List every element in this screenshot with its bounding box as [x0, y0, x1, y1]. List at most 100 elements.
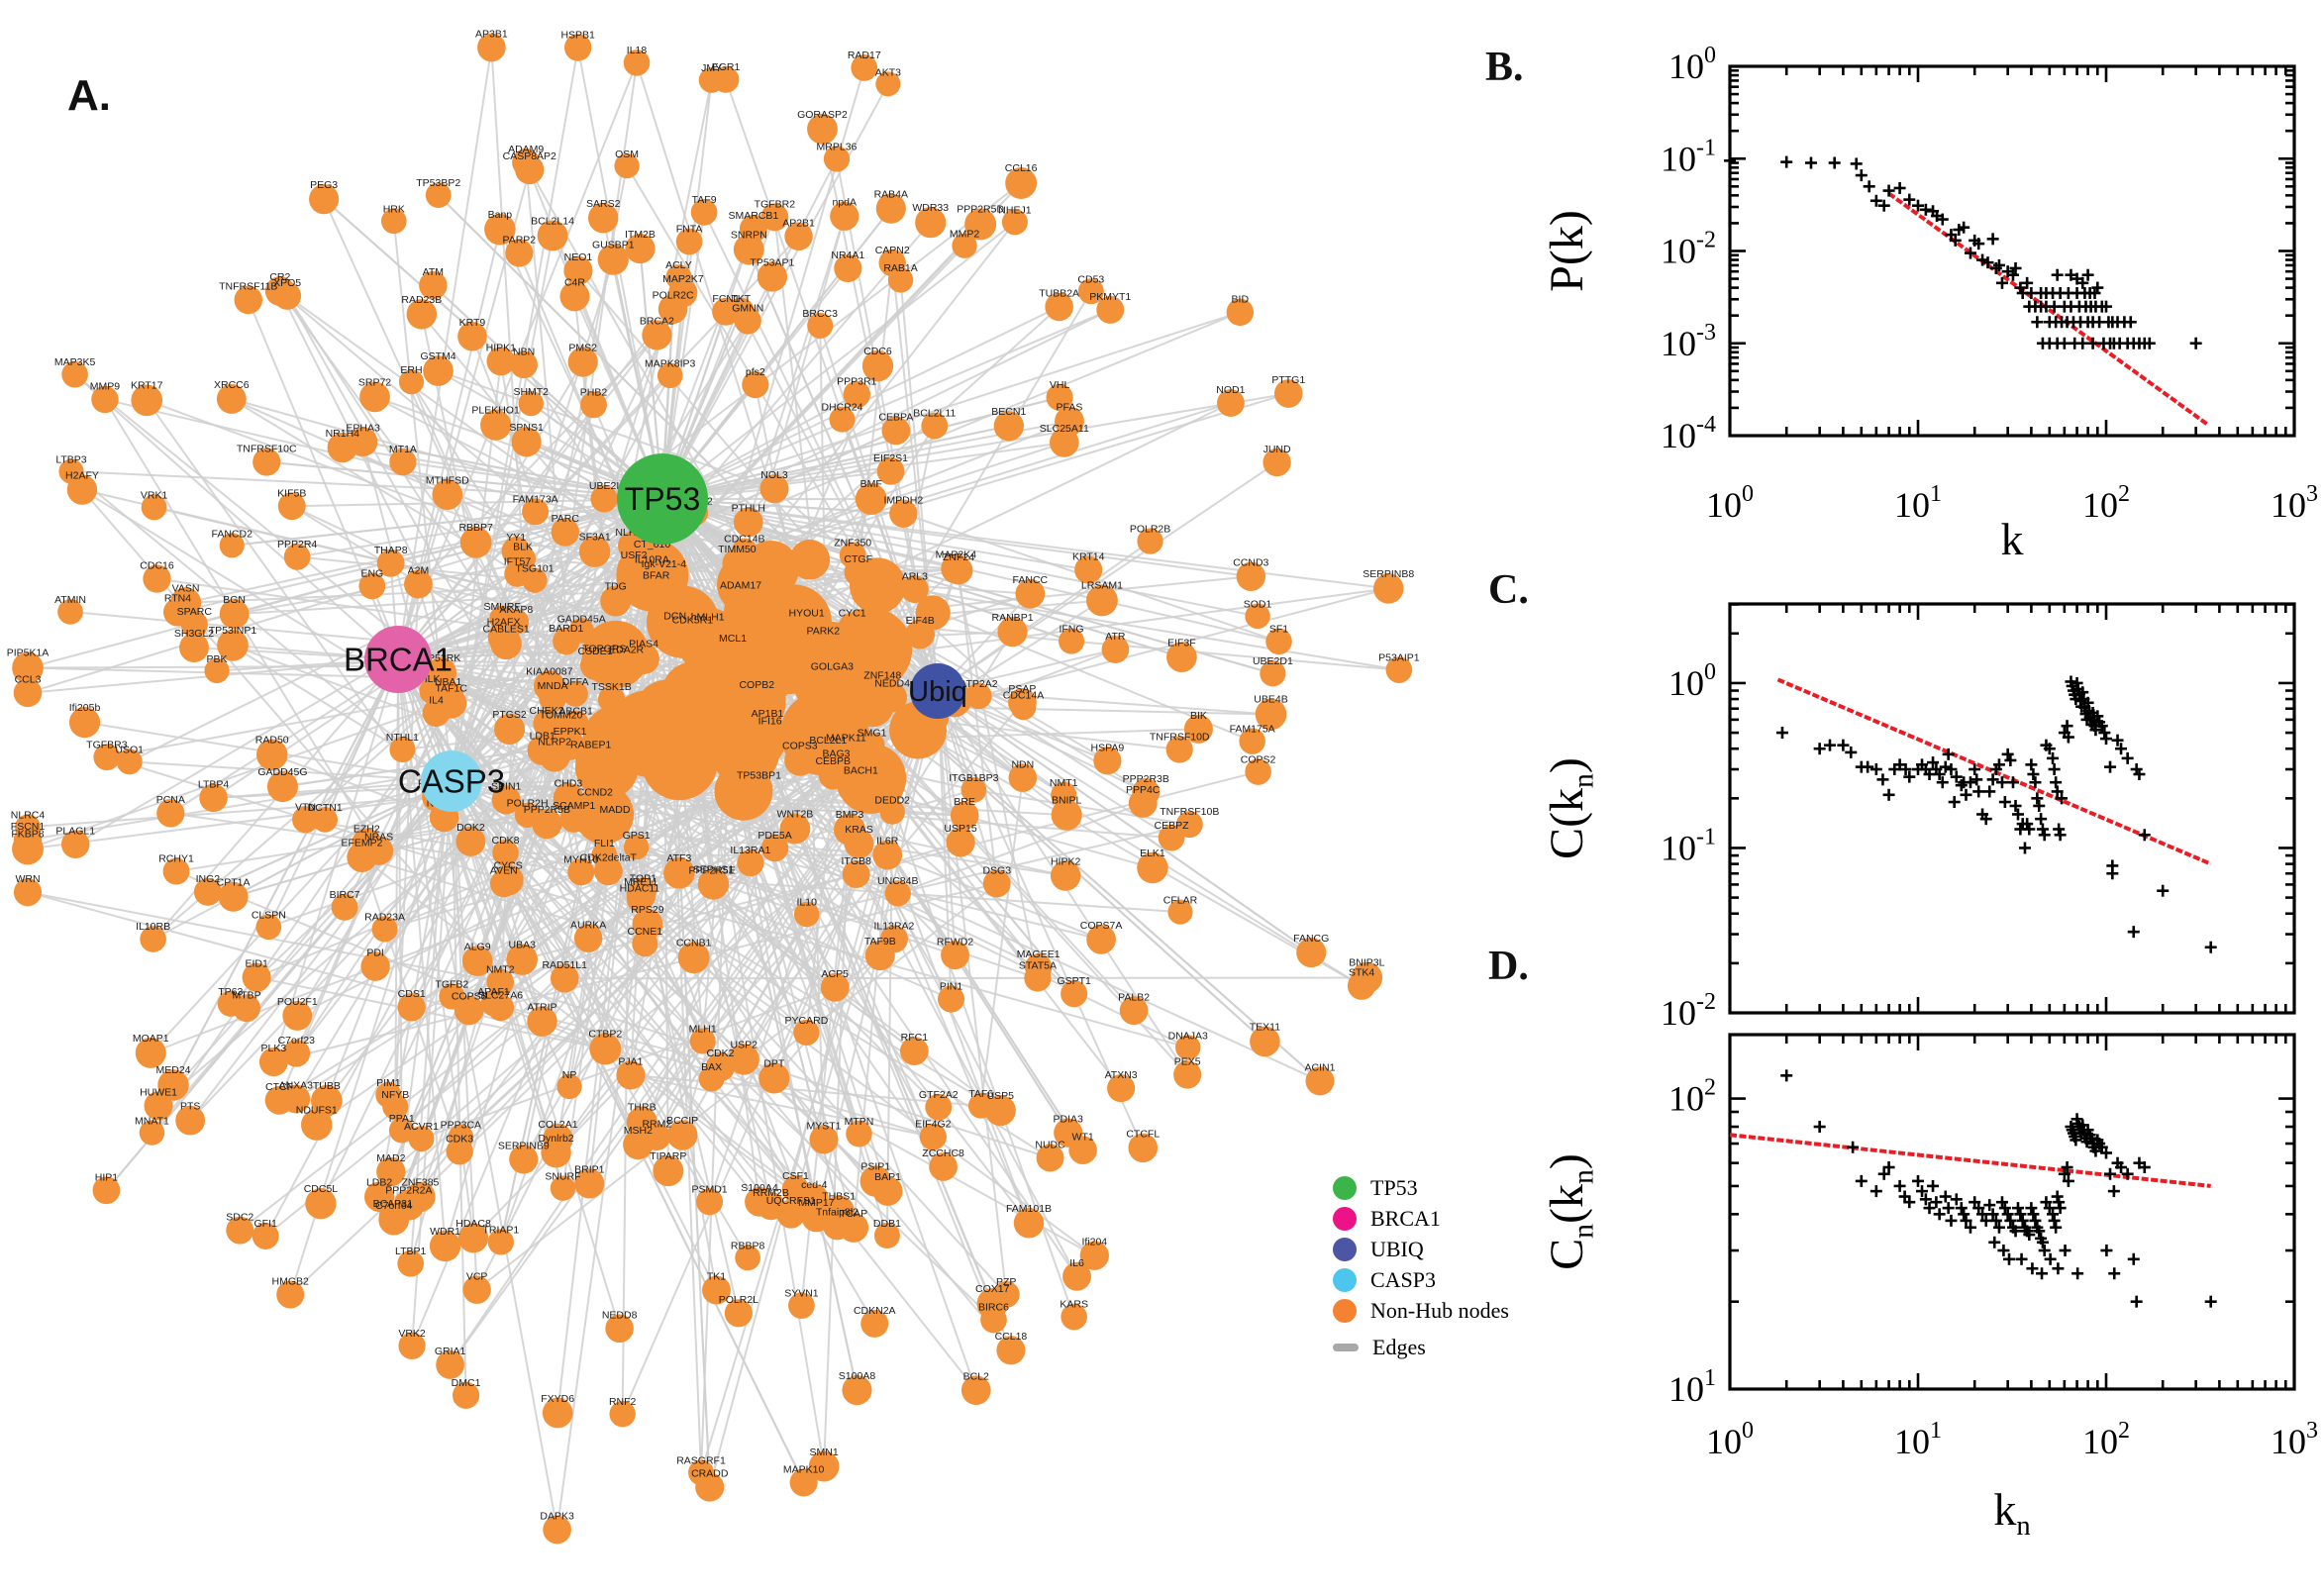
gene-label: CSF1: [782, 1170, 809, 1182]
gene-node: [408, 1126, 435, 1152]
gene-label: WDR33: [912, 202, 949, 214]
gene-label: PJA1: [618, 1055, 643, 1067]
gene-node: [632, 908, 663, 940]
gene-label: CR2: [269, 271, 290, 283]
network-edge: [750, 861, 1030, 1224]
node-swatch-icon: [1333, 1206, 1357, 1231]
gene-node: [179, 633, 209, 662]
gene-node: [781, 1175, 810, 1203]
gene-node: [1216, 389, 1245, 417]
gene-label: CDKN2A: [854, 1305, 896, 1317]
gene-node: [425, 656, 457, 689]
gene-label: SCAMP1: [553, 800, 595, 812]
gene-label: FSCN1: [11, 821, 46, 833]
gene-label: HYOU1: [788, 607, 824, 619]
gene-node: [255, 739, 288, 771]
gene-node: [492, 840, 519, 866]
gene-label: BRE: [954, 796, 975, 808]
gene-node: [875, 193, 906, 224]
gene-node: [597, 244, 629, 275]
gene-label: SERPINB9: [498, 1140, 550, 1151]
gene-node: [915, 207, 947, 239]
gene-node: [143, 564, 171, 593]
network-edge: [27, 796, 438, 850]
gene-node: [1245, 758, 1271, 785]
gene-node: [550, 963, 579, 993]
gene-label: S100A8: [839, 1370, 876, 1382]
gene-label: POLR2B: [1130, 524, 1170, 536]
gene-node: [13, 678, 43, 708]
gene-node: [1060, 1303, 1087, 1331]
network-edge: [661, 425, 1010, 500]
gene-node: [1262, 448, 1291, 477]
network-edge: [397, 658, 1189, 1048]
legend-item: Non-Hub nodes: [1333, 1295, 1509, 1326]
gene-node: [807, 113, 838, 145]
gene-node: [455, 826, 486, 856]
gene-node: [457, 1223, 489, 1253]
gene-node: [1050, 860, 1081, 891]
gene-label: BCL2: [963, 1370, 989, 1382]
gene-label: CABLES1: [482, 624, 529, 636]
gene-node: [726, 584, 756, 614]
gene-node: [868, 674, 896, 702]
legend-item: BRCA1: [1333, 1203, 1509, 1234]
gene-label: NFYB: [381, 1089, 409, 1101]
legend-item-label: UBIQ: [1370, 1236, 1424, 1261]
gene-node: [744, 683, 770, 711]
gene-node: [996, 1336, 1026, 1365]
gene-label: MMP2: [950, 229, 979, 241]
network-edge: [630, 1073, 934, 1139]
gene-label: UBE2D1: [1253, 655, 1293, 667]
network-legend: TP53 BRCA1 UBIQ CASP3 Non-Hub nodes Edges: [1333, 1172, 1509, 1362]
gene-label: ATXN3: [1105, 1069, 1138, 1081]
network-edge: [897, 802, 1144, 895]
gene-node: [277, 492, 306, 521]
network-edge: [937, 690, 1145, 1148]
gene-label: BCCIP: [666, 1115, 698, 1127]
gene-label: BECN1: [991, 406, 1026, 418]
network-edge: [129, 760, 453, 782]
legend-item: TP53: [1333, 1172, 1509, 1203]
gene-label: AP3B1: [475, 29, 508, 41]
gene-label: ARL3: [902, 570, 928, 582]
network-edge: [232, 498, 663, 547]
gene-label: CEBPZ: [1155, 820, 1190, 832]
gene-node: [698, 1065, 725, 1092]
gene-label: KRAS: [845, 824, 873, 836]
gene-label: KRT14: [1072, 551, 1105, 563]
gene-label: ACVR1: [404, 1121, 439, 1133]
gene-label: EPPK1: [554, 726, 587, 738]
gene-label: SMURF: [483, 601, 520, 613]
gene-node: [605, 1314, 634, 1344]
gene-label: BID: [1232, 294, 1250, 306]
gene-label: NRAS: [364, 832, 393, 844]
gene-label: P53AIP1: [1378, 651, 1420, 663]
gene-node: [758, 1062, 790, 1094]
gene-label: TP63: [218, 986, 243, 998]
gene-node: [233, 994, 260, 1023]
gene-label: EPHA3: [346, 422, 380, 434]
gene-node: [527, 1006, 557, 1037]
gene-node: [522, 498, 550, 526]
gene-label: NDUFS1: [296, 1104, 338, 1116]
gene-label: TP53AP1: [750, 256, 794, 268]
gene-node: [846, 1120, 872, 1147]
network-edge: [152, 780, 453, 941]
tick-label: 101: [1668, 1365, 1716, 1409]
gene-node: [616, 1060, 646, 1090]
gene-node: [1385, 656, 1413, 683]
gene-node: [57, 599, 83, 625]
gene-node: [562, 710, 589, 737]
gene-label: AP2B1: [782, 218, 815, 230]
gene-label: SNURF: [545, 1170, 580, 1182]
nodes-layer: [12, 33, 1413, 1545]
gene-label: TDG: [605, 580, 627, 592]
gene-label: MTPN: [845, 1116, 874, 1128]
network-edge: [177, 498, 663, 614]
gene-node: [1051, 799, 1082, 831]
gene-label: RABEP1: [570, 739, 612, 750]
gene-label: TP53BP2: [416, 177, 460, 189]
gene-node: [543, 1123, 573, 1154]
gene-label: KRT17: [131, 379, 163, 391]
